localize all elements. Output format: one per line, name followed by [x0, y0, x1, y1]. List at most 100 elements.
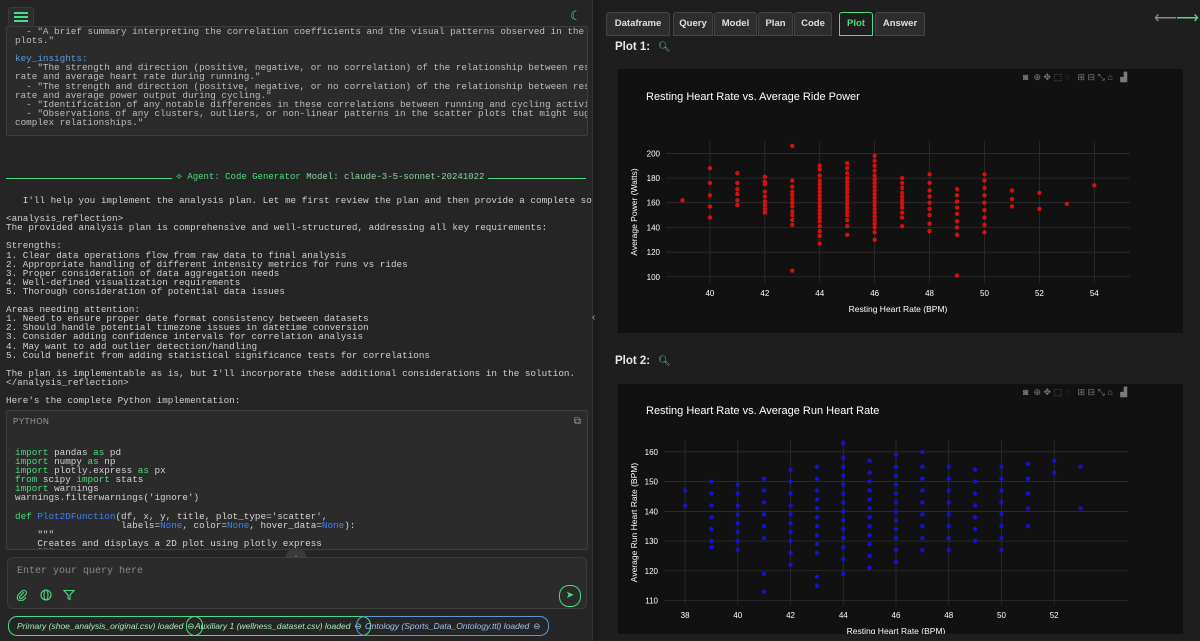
scatter-point: [899, 210, 905, 215]
hamburger-menu-icon[interactable]: [8, 7, 34, 27]
code-line: import warnings: [15, 484, 355, 493]
paperclip-icon[interactable]: [16, 589, 28, 604]
close-icon[interactable]: ⊖: [187, 621, 195, 631]
scatter-point: [899, 224, 905, 229]
tab-plot[interactable]: Plot: [839, 12, 873, 36]
agent-label: ⟡ Agent: Code Generator Model: claude-3-…: [172, 172, 489, 182]
magnifier-icon[interactable]: 🔍︎: [658, 42, 671, 53]
scatter-point: [790, 196, 795, 202]
tab-plan[interactable]: Plan: [758, 12, 793, 36]
send-icon: ➤: [565, 590, 575, 601]
chevron-left-icon[interactable]: ‹: [592, 312, 596, 323]
agent-model: Model: claude-3-5-sonnet-20241022: [306, 172, 485, 182]
globe-icon[interactable]: [40, 589, 52, 604]
scatter-point: [814, 550, 820, 556]
dataset-pill-ontology[interactable]: Ontology (Sports_Data_Ontology.ttl) load…: [356, 616, 550, 636]
scatter-point: [841, 526, 846, 532]
lasso-icon[interactable]: ◌: [1064, 387, 1070, 397]
filter-icon[interactable]: [62, 589, 76, 604]
zoom-icon[interactable]: ⊕: [1033, 387, 1041, 397]
home-icon[interactable]: ⌂: [1107, 72, 1113, 82]
scatter-point: [927, 188, 932, 193]
scatter-point: [817, 196, 822, 202]
scatter-point: [1009, 196, 1015, 202]
code-line: def Plot2DFunction(df, x, y, title, plot…: [15, 512, 355, 521]
plot-1-chart[interactable]: 40 42 44 46 48 50 52 54 100 120 140 160 180 200 Restin…: [618, 69, 1183, 333]
plot-2-chart[interactable]: 38 40 42 44 46 48 50 52 110 120 130 140 150 160 Restin…: [618, 384, 1183, 634]
magnifier-icon[interactable]: 🔍︎: [658, 356, 671, 367]
scatter-point: [845, 190, 850, 196]
scatter-point: [841, 473, 846, 478]
plotly-logo-icon[interactable]: ▟: [1120, 72, 1128, 82]
x-tick-label: 52: [1035, 289, 1044, 298]
plot-1-modebar[interactable]: ◙ ⊕ ✥ ⬚ ◌ ⊞ ⊟ ⤡ ⌂ ▟: [1023, 72, 1127, 83]
code-token: scipy: [37, 474, 77, 486]
scatter-point: [946, 512, 951, 517]
scatter-point: [867, 532, 872, 538]
pan-icon[interactable]: ✥: [1043, 387, 1052, 397]
message-line: 2. Appropriate handling of different int…: [6, 258, 408, 270]
scatter-point: [790, 268, 795, 273]
autoscale-icon[interactable]: ⤡: [1097, 387, 1105, 397]
scatter-point: [1025, 476, 1031, 481]
forward-arrow-icon[interactable]: ⟶: [1176, 10, 1199, 27]
scatter-point: [982, 193, 987, 198]
scatter-point: [867, 497, 872, 502]
plotly-logo-icon[interactable]: ▟: [1120, 387, 1128, 397]
send-button[interactable]: ➤: [559, 585, 581, 607]
scatter-point: [999, 547, 1004, 553]
scatter-point: [893, 452, 899, 458]
box-select-icon[interactable]: ⬚: [1053, 387, 1063, 397]
close-icon[interactable]: ⊖: [354, 621, 362, 631]
pan-icon[interactable]: ✥: [1043, 72, 1052, 82]
lasso-icon[interactable]: ◌: [1064, 72, 1070, 82]
scatter-point: [735, 482, 741, 487]
scatter-point: [872, 188, 877, 193]
zoom-in-icon[interactable]: ⊞: [1077, 387, 1086, 397]
scatter-point: [788, 521, 793, 526]
scatter-point: [972, 491, 978, 496]
code-token: """: [15, 547, 54, 549]
scatter-point: [814, 524, 820, 529]
camera-icon[interactable]: ◙: [1023, 387, 1029, 397]
scatter-point: [982, 185, 987, 191]
code-token: (df, x, y, title, plot_type='scatter',: [115, 510, 328, 522]
camera-icon[interactable]: ◙: [1023, 72, 1029, 82]
home-icon[interactable]: ⌂: [1107, 387, 1113, 397]
zoom-in-icon[interactable]: ⊞: [1077, 72, 1086, 82]
plot-2-modebar[interactable]: ◙ ⊕ ✥ ⬚ ◌ ⊞ ⊟ ⤡ ⌂ ▟: [1023, 387, 1127, 398]
tab-dataframe[interactable]: Dataframe: [606, 12, 670, 36]
close-icon[interactable]: ⊖: [533, 621, 541, 631]
zoom-icon[interactable]: ⊕: [1033, 72, 1041, 82]
code-token: pd: [104, 447, 122, 458]
scatter-point: [893, 526, 899, 532]
autoscale-icon[interactable]: ⤡: [1097, 72, 1105, 82]
tab-query[interactable]: Query: [673, 12, 713, 36]
message-line: The provided analysis plan is comprehens…: [6, 222, 548, 234]
plan-summary-box: - "A brief summary interpreting the corr…: [6, 26, 588, 136]
agent-message: I'll help you implement the analysis pla…: [6, 196, 631, 405]
dataset-pill-primary[interactable]: Primary (shoe_analysis_original.csv) loa…: [8, 616, 204, 636]
dataset-pill-label: Auxiliary 1 (wellness_dataset.csv) loade…: [195, 621, 351, 631]
scatter-point: [872, 173, 877, 178]
scatter-point: [709, 544, 714, 550]
tab-model[interactable]: Model: [714, 12, 757, 36]
query-input[interactable]: [15, 562, 559, 580]
summary-line: [15, 45, 587, 54]
scatter-point: [872, 168, 877, 173]
scatter-point: [707, 215, 713, 220]
dataset-pill-auxiliary[interactable]: Auxiliary 1 (wellness_dataset.csv) loade…: [186, 616, 371, 636]
copy-icon[interactable]: ⧉: [573, 416, 581, 427]
moon-icon[interactable]: ☾: [570, 8, 582, 23]
scatter-point: [841, 500, 846, 505]
zoom-out-icon[interactable]: ⊟: [1087, 387, 1096, 397]
scatter-point: [790, 200, 795, 205]
scatter-point: [1037, 190, 1042, 196]
tab-code[interactable]: Code: [794, 12, 832, 36]
back-arrow-icon[interactable]: ⟵: [1154, 10, 1177, 27]
zoom-out-icon[interactable]: ⊟: [1087, 72, 1096, 82]
box-select-icon[interactable]: ⬚: [1053, 72, 1063, 82]
tab-answer[interactable]: Answer: [875, 12, 925, 36]
scatter-point: [999, 500, 1004, 505]
scatter-point: [761, 488, 767, 493]
